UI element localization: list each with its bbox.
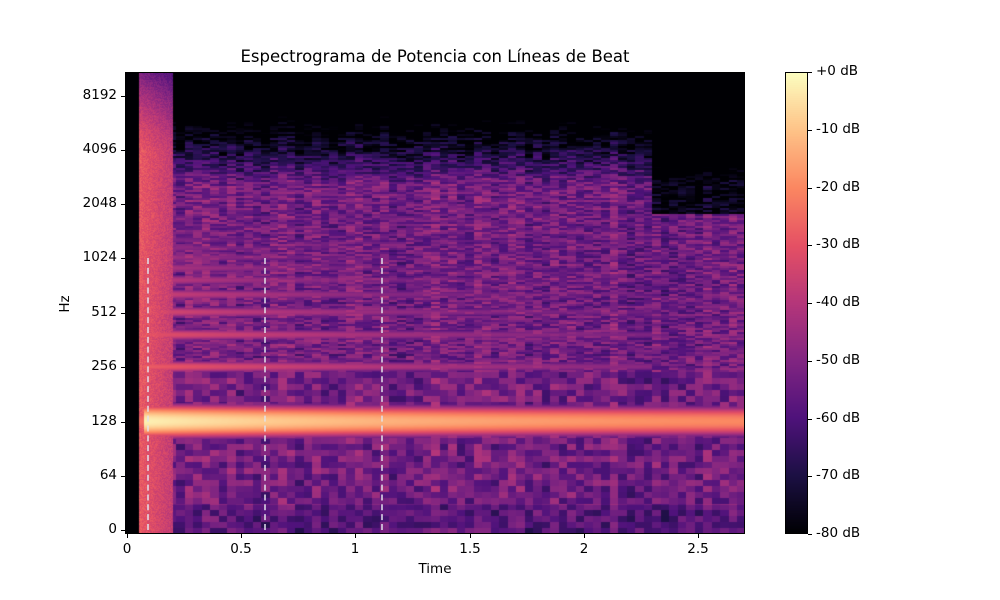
- x-tick-label: 2.5: [687, 541, 709, 557]
- spectrogram-plot-area: [125, 72, 745, 534]
- colorbar-tick-mark: [808, 130, 812, 131]
- x-tick-mark: [470, 534, 471, 538]
- colorbar: [785, 72, 808, 534]
- colorbar-tick-mark: [808, 361, 812, 362]
- chart-title: Espectrograma de Potencia con Líneas de …: [240, 47, 630, 66]
- colorbar-tick-label: -10 dB: [816, 121, 861, 137]
- y-tick-mark: [121, 476, 125, 477]
- y-tick-label: 64: [99, 467, 117, 483]
- colorbar-tick-mark: [808, 419, 812, 420]
- x-axis-label: Time: [418, 561, 452, 577]
- colorbar-tick-mark: [808, 188, 812, 189]
- colorbar-tick-label: -20 dB: [816, 179, 861, 195]
- spectrogram-heatmap: [125, 72, 745, 534]
- x-tick-mark: [241, 534, 242, 538]
- colorbar-tick-label: -30 dB: [816, 236, 861, 252]
- y-tick-label: 4096: [82, 141, 117, 157]
- y-tick-label: 256: [91, 358, 117, 374]
- y-tick-mark: [121, 204, 125, 205]
- colorbar-tick-label: -60 dB: [816, 410, 861, 426]
- colorbar-tick-mark: [808, 476, 812, 477]
- colorbar-tick-mark: [808, 303, 812, 304]
- x-tick-mark: [584, 534, 585, 538]
- colorbar-tick-label: -80 dB: [816, 525, 861, 541]
- x-tick-mark: [698, 534, 699, 538]
- y-tick-label: 0: [108, 521, 117, 537]
- y-tick-mark: [121, 258, 125, 259]
- x-tick-mark: [355, 534, 356, 538]
- y-tick-mark: [121, 96, 125, 97]
- colorbar-tick-label: -40 dB: [816, 294, 861, 310]
- colorbar-tick-label: -70 dB: [816, 467, 861, 483]
- y-tick-label: 1024: [82, 249, 117, 265]
- x-tick-label: 1.5: [459, 541, 481, 557]
- y-tick-label: 512: [91, 304, 117, 320]
- y-tick-mark: [121, 530, 125, 531]
- x-tick-label: 2: [579, 541, 589, 557]
- y-tick-label: 8192: [82, 87, 117, 103]
- colorbar-tick-label: +0 dB: [816, 63, 859, 79]
- x-tick-label: 0.5: [230, 541, 252, 557]
- x-tick-label: 0: [122, 541, 132, 557]
- y-tick-label: 2048: [82, 195, 117, 211]
- y-tick-label: 128: [91, 413, 117, 429]
- x-tick-label: 1: [350, 541, 360, 557]
- colorbar-tick-mark: [808, 245, 812, 246]
- colorbar-tick-mark: [808, 534, 812, 535]
- y-tick-mark: [121, 422, 125, 423]
- colorbar-tick-mark: [808, 72, 812, 73]
- y-tick-mark: [121, 313, 125, 314]
- colorbar-tick-label: -50 dB: [816, 352, 861, 368]
- x-tick-mark: [127, 534, 128, 538]
- y-tick-mark: [121, 150, 125, 151]
- y-tick-mark: [121, 367, 125, 368]
- y-axis-label: Hz: [57, 295, 73, 313]
